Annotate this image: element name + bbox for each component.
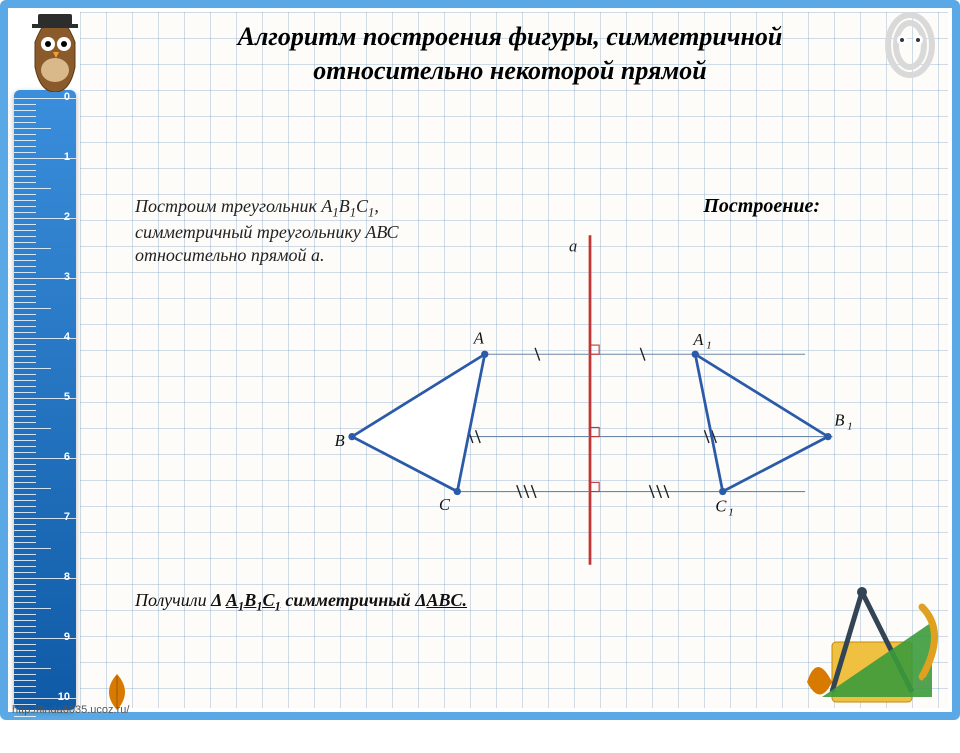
title-line-1: Алгоритм построения фигуры, симметричной xyxy=(238,22,783,51)
result-text: Получили Δ A1B1C1 симметричный ΔABC. xyxy=(135,590,467,615)
svg-text:A: A xyxy=(692,330,704,349)
ruler-decoration: 012345678910 xyxy=(14,90,76,710)
svg-text:1: 1 xyxy=(728,506,733,518)
footer-url: http://linda6035.ucoz.ru/ xyxy=(12,704,129,716)
svg-text:a: a xyxy=(569,237,577,256)
svg-text:C: C xyxy=(439,495,451,514)
paperclip-icon xyxy=(880,10,940,80)
owl-icon xyxy=(20,12,90,92)
symmetry-diagram: a A B C A1 B1 C1 xyxy=(320,220,860,580)
svg-text:B: B xyxy=(335,431,345,450)
svg-text:B: B xyxy=(834,411,844,430)
geometry-tools-icon xyxy=(802,582,952,712)
svg-text:1: 1 xyxy=(847,420,852,432)
svg-text:1: 1 xyxy=(706,340,711,352)
svg-text:C: C xyxy=(715,497,727,516)
slide-title: Алгоритм построения фигуры, симметричной… xyxy=(150,20,870,88)
title-line-2: относительно некоторой прямой xyxy=(313,56,706,85)
svg-text:A: A xyxy=(473,328,485,347)
construction-heading: Построение: xyxy=(703,195,820,218)
slide-number: 10 xyxy=(914,674,930,690)
